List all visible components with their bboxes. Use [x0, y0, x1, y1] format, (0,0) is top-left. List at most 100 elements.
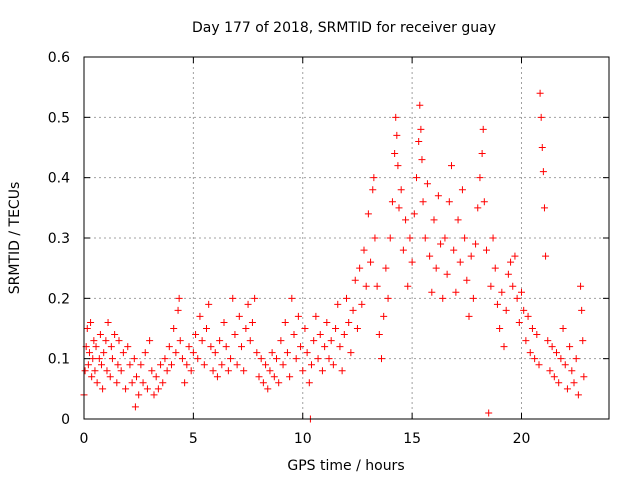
data-point [393, 131, 401, 139]
data-points [80, 89, 588, 423]
data-point [242, 325, 250, 332]
data-point [417, 125, 425, 133]
data-point [84, 361, 92, 369]
y-tick-label: 0.5 [48, 110, 70, 126]
data-point [128, 379, 136, 387]
data-point [185, 343, 193, 351]
data-point [189, 349, 197, 357]
data-point [114, 361, 122, 369]
ticks [83, 56, 609, 420]
data-point [178, 355, 186, 363]
data-point [559, 325, 567, 332]
data-point [402, 216, 410, 224]
data-point [106, 373, 114, 381]
data-point [423, 180, 431, 188]
data-point [310, 337, 318, 345]
chart-title: Day 177 of 2018, SRMTID for receiver gua… [192, 20, 496, 36]
data-point [416, 101, 424, 109]
data-point [428, 288, 436, 296]
data-point [99, 385, 107, 393]
data-point [194, 355, 202, 363]
data-point [224, 367, 232, 375]
data-point [248, 318, 256, 326]
data-point [111, 331, 119, 339]
data-point [279, 361, 287, 369]
data-point [334, 300, 342, 308]
data-point [478, 150, 486, 158]
data-point [288, 294, 296, 302]
data-point [469, 294, 477, 302]
data-point [351, 276, 359, 284]
data-point [181, 379, 189, 387]
data-point [509, 282, 517, 290]
y-tick-label: 0.4 [48, 171, 70, 187]
data-point [399, 246, 407, 254]
data-point [292, 355, 300, 363]
data-point [458, 186, 466, 194]
data-point [538, 144, 546, 151]
data-point [294, 312, 302, 320]
data-point [570, 379, 578, 387]
data-point [443, 270, 451, 278]
data-point [266, 367, 274, 375]
data-point [472, 240, 480, 248]
data-point [218, 361, 226, 369]
data-point [92, 343, 100, 351]
data-point [170, 325, 178, 332]
data-point [579, 337, 587, 345]
data-point [452, 288, 460, 296]
data-point [268, 349, 276, 357]
data-point [382, 264, 390, 272]
data-point [207, 343, 215, 351]
data-point [380, 312, 388, 320]
x-tick-label: 20 [513, 431, 531, 447]
data-point [196, 312, 204, 320]
data-point [371, 234, 379, 242]
data-point [253, 349, 261, 357]
data-point [555, 379, 563, 387]
data-point [345, 318, 353, 326]
data-point [95, 355, 103, 363]
data-point [410, 210, 418, 218]
data-point [103, 367, 111, 375]
data-point [275, 379, 283, 387]
data-point [369, 186, 377, 194]
data-point [251, 294, 259, 302]
data-point [124, 343, 132, 351]
data-point [526, 349, 534, 357]
data-point [375, 331, 383, 339]
data-point [467, 252, 475, 260]
data-point [329, 361, 337, 369]
data-point [378, 355, 385, 363]
data-point [165, 343, 173, 351]
data-point [418, 156, 426, 164]
data-point [415, 137, 423, 145]
data-point [139, 379, 147, 387]
data-point [281, 318, 289, 326]
data-point [362, 282, 370, 290]
data-point [531, 355, 539, 363]
data-point [421, 234, 429, 242]
x-tick-label: 0 [80, 431, 89, 447]
data-point [102, 337, 110, 345]
data-point [113, 379, 121, 387]
data-point [203, 325, 210, 332]
data-point [152, 373, 160, 381]
y-tick-label: 0.1 [48, 352, 70, 368]
data-point [461, 234, 469, 242]
data-point [388, 198, 396, 206]
data-point [332, 325, 340, 332]
data-point [524, 312, 532, 320]
data-point [150, 391, 158, 399]
data-point [539, 168, 547, 176]
data-point [487, 282, 495, 290]
data-point [550, 373, 558, 381]
data-point [432, 264, 440, 272]
data-point [356, 264, 364, 272]
data-point [240, 367, 248, 375]
data-point [465, 312, 473, 320]
data-point [93, 379, 101, 387]
data-point [83, 325, 91, 332]
data-point [168, 361, 175, 369]
data-point [130, 355, 138, 363]
